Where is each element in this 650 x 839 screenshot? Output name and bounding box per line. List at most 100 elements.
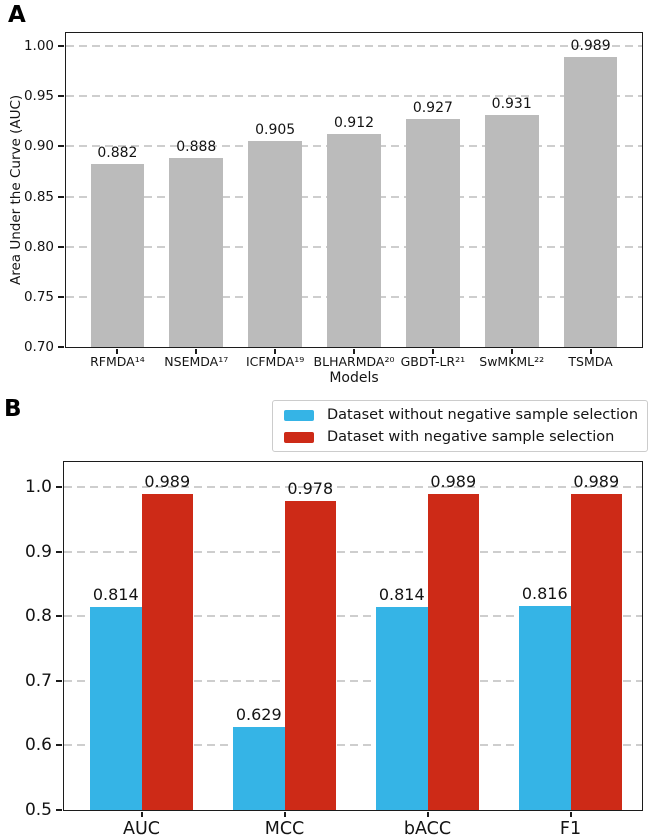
bar-columns: 0.814 0.989 AUC 0.629 0.978 MCC 0.814 0.989 bACC… (70, 462, 642, 839)
bar-wrap: 0.989 (427, 462, 479, 810)
y-tick-label: 0.75 (23, 288, 54, 305)
legend-label: Dataset with negative sample selection (327, 429, 615, 445)
bar-group: 0.816 0.989 F1 (499, 462, 642, 839)
bar-wrap: 0.814 (90, 462, 142, 810)
legend-item-without-selection: Dataset without negative sample selectio… (284, 407, 639, 423)
x-tick-label: MCC (264, 819, 305, 839)
bar-wrap: 0.927 (406, 33, 460, 347)
bar (327, 134, 381, 347)
y-tick-label: 0.8 (24, 606, 52, 627)
bar-group: 0.814 0.989 AUC (70, 462, 213, 839)
x-tick-mark (353, 348, 355, 354)
y-tick-label: 0.80 (23, 238, 54, 255)
bar-value-label: 0.629 (235, 704, 282, 724)
y-tick-label: 0.5 (24, 800, 52, 820)
y-tick-label: 0.6 (24, 735, 52, 756)
gridline (66, 45, 642, 48)
y-tick-label: 0.7 (24, 670, 52, 691)
y-tick-label: 0.85 (23, 188, 54, 205)
y-tick-mark (56, 744, 63, 747)
bar-value-label: 0.931 (491, 96, 532, 113)
y-tick-mark (56, 615, 63, 618)
x-tick-label: GBDT-LR²¹ (400, 354, 466, 369)
bar-group: 0.888 NSEMDA¹⁷ (157, 33, 236, 369)
y-tick-label: 0.70 (23, 339, 54, 355)
x-tick-mark (589, 348, 592, 354)
x-tick-mark (426, 811, 429, 817)
gridline (64, 486, 642, 489)
bar-wrap: 0.989 (141, 462, 193, 810)
bar-group: 0.814 0.989 bACC (356, 462, 499, 839)
bar-wrap: 0.978 (284, 462, 336, 810)
bar-value-label: 0.989 (573, 472, 620, 492)
bars: 0.931 (472, 33, 551, 347)
bar (90, 164, 145, 347)
bar-group: 0.629 0.978 MCC (213, 462, 356, 839)
bar-value-label: 0.814 (92, 585, 139, 605)
panel-a-label: A (8, 2, 26, 28)
x-tick-label: AUC (123, 819, 160, 839)
bar-wrap: 0.905 (248, 33, 302, 347)
x-tick-label: TSMDA (568, 354, 613, 369)
bars: 0.816 0.989 (499, 462, 642, 810)
bar-value-label: 0.912 (333, 115, 375, 132)
bar-value-label: 0.816 (521, 583, 568, 603)
y-tick-mark (58, 195, 65, 198)
panel-a-x-axis-title: Models (329, 370, 379, 386)
y-tick-mark (58, 145, 65, 148)
bar-value-label: 0.814 (378, 585, 425, 605)
bar-wrap: 0.629 (233, 462, 285, 810)
gridline (64, 550, 642, 553)
x-tick-mark (116, 348, 119, 354)
bar (427, 494, 479, 810)
y-tick-label: 0.95 (23, 88, 54, 105)
y-tick-mark (58, 45, 65, 48)
y-tick-label: 0.9 (24, 541, 52, 562)
bar-wrap: 0.882 (90, 33, 145, 347)
panel-b-plot-area: 1.0 0.9 0.8 0.7 0.6 0.5 0.814 0.989 AUC 0.629 0.97… (25, 461, 643, 839)
bar-group: 0.989 TSMDA (551, 33, 630, 369)
legend-swatch-red (284, 431, 314, 443)
y-tick-mark (56, 679, 63, 682)
bars: 0.927 (393, 33, 472, 347)
bar-wrap: 0.888 (169, 33, 224, 347)
bar (90, 607, 142, 810)
x-tick-label: F1 (559, 819, 582, 839)
bar-group: 0.882 RFMDA¹⁴ (78, 33, 157, 369)
bar (141, 494, 193, 810)
bar (406, 119, 460, 347)
bar-wrap: 0.816 (519, 462, 571, 810)
bar-wrap: 0.989 (570, 462, 622, 810)
panel-a-plot-area: 1.00 0.95 0.90 0.85 0.80 0.75 0.70 0.882 RFMDA¹⁴… (24, 32, 643, 369)
bar-value-label: 0.978 (287, 479, 334, 499)
bars: 0.888 (157, 33, 236, 347)
bars: 0.989 (551, 33, 630, 347)
x-tick-label: ICFMDA¹⁹ (245, 354, 305, 369)
bar-wrap: 0.931 (484, 33, 539, 347)
panel-b-legend: Dataset without negative sample selectio… (272, 400, 648, 452)
legend-swatch-cyan (284, 409, 314, 421)
legend-label: Dataset without negative sample selectio… (327, 407, 639, 423)
bar-wrap: 0.989 (563, 33, 618, 347)
bar (376, 607, 428, 810)
y-tick-mark (56, 486, 63, 489)
bar (519, 605, 571, 810)
gridline (64, 679, 642, 682)
x-tick-mark (431, 348, 434, 354)
bars: 0.882 (78, 33, 157, 347)
x-tick-mark (510, 348, 513, 354)
bar (169, 158, 224, 347)
y-tick-mark (58, 295, 65, 298)
bars: 0.814 0.989 (70, 462, 213, 810)
x-tick-label: RFMDA¹⁴ (90, 354, 145, 369)
bars: 0.912 (315, 33, 394, 347)
y-tick-label: 1.00 (23, 38, 54, 55)
x-tick-mark (283, 811, 286, 817)
bar (563, 57, 618, 347)
y-tick-mark (56, 809, 63, 811)
x-tick-label: BLHARMDA²⁰ (313, 354, 395, 369)
gridline (66, 95, 642, 98)
gridline (64, 615, 642, 618)
y-tick-mark (56, 550, 63, 553)
